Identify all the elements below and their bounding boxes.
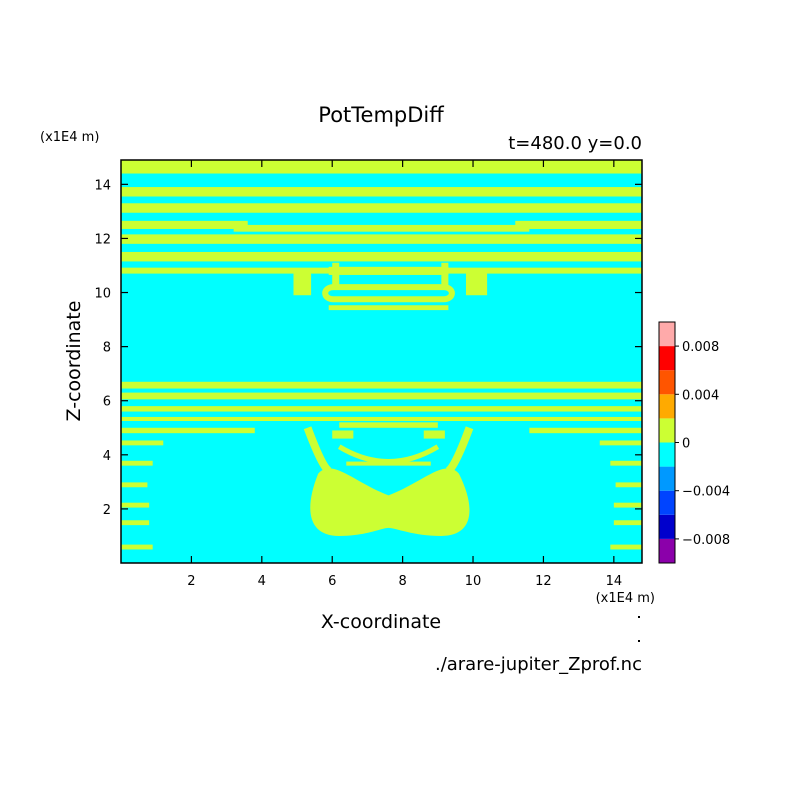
contour-band <box>121 460 153 466</box>
y-tick-label: 6 <box>103 395 111 410</box>
contour-blob <box>310 468 470 536</box>
contour-band <box>441 262 449 288</box>
contour-band <box>529 427 642 434</box>
y-tick-label: 10 <box>94 287 111 302</box>
contour-band <box>293 270 312 296</box>
contour-band <box>121 416 642 422</box>
colorbar-label: −0.004 <box>682 485 730 500</box>
x-tick-label: 6 <box>328 574 336 589</box>
contour-arc <box>445 426 474 475</box>
contour-band <box>613 520 642 526</box>
contour-band <box>121 482 148 488</box>
x-tick-label: 4 <box>258 574 266 589</box>
y-tick-label: 8 <box>103 341 111 356</box>
x-tick-label: 8 <box>398 574 406 589</box>
contour-band <box>121 502 150 508</box>
colorbar-label: 0.008 <box>682 340 719 355</box>
colorbar-segment <box>659 490 675 515</box>
contour-band <box>610 460 642 466</box>
colorbar-segment <box>659 442 675 467</box>
colorbar-segment <box>659 466 675 491</box>
contour-band <box>121 251 642 262</box>
y-tick-label: 12 <box>94 232 111 247</box>
contour-bands <box>121 160 642 550</box>
contour-band <box>121 520 150 526</box>
y-axis-ticks: 2 4 6 8 10 12 14 <box>94 178 642 518</box>
y-tick-label: 2 <box>103 503 111 518</box>
colorbar-segment <box>659 322 675 347</box>
contour-band <box>615 482 642 488</box>
colorbar-label: 0.004 <box>682 388 719 403</box>
contour-band <box>121 220 248 229</box>
x-tick-label: 14 <box>606 574 623 589</box>
y-tick-label: 14 <box>94 178 111 193</box>
contour-band <box>610 544 642 550</box>
contour-band <box>465 270 488 296</box>
x-axis-ticks: 2 4 6 8 10 12 14 <box>187 160 622 589</box>
y-axis-label: Z-coordinate <box>63 301 85 422</box>
x-tick-label: 12 <box>535 574 552 589</box>
colorbar-label: −0.008 <box>682 533 730 548</box>
contour-band <box>121 427 255 434</box>
contour-band <box>423 430 445 439</box>
colorbar-segment <box>659 418 675 443</box>
contour-band <box>121 406 642 412</box>
colorbar-segment <box>659 538 675 563</box>
contour-band <box>121 160 642 174</box>
contour-band <box>599 440 642 446</box>
contour-band <box>332 430 354 439</box>
contour-arc <box>337 444 440 464</box>
colorbar-frame <box>658 321 676 564</box>
contour-band <box>328 266 449 275</box>
colorbar-label: 0 <box>682 437 690 452</box>
contour-band <box>339 422 438 428</box>
plot-frame <box>120 159 643 564</box>
y-tick-label: 4 <box>103 449 111 464</box>
contour-band <box>328 305 449 311</box>
contour-band <box>121 187 642 197</box>
colorbar-segment <box>659 514 675 539</box>
contour-band <box>332 262 340 288</box>
contour-band <box>346 461 431 466</box>
contour-band <box>515 220 642 229</box>
contour-band <box>121 392 642 400</box>
x-tick-label: 2 <box>187 574 195 589</box>
chart-subtitle: t=480.0 y=0.0 <box>508 133 642 154</box>
x-axis-label: X-coordinate <box>321 611 441 633</box>
colorbar-segment <box>659 346 675 371</box>
contour-arc <box>303 426 332 475</box>
corner-dots <box>638 616 640 642</box>
source-filename: ./arare-jupiter_Zprof.nc <box>435 654 642 675</box>
contour-band <box>613 502 642 508</box>
contour-loop <box>322 284 455 303</box>
colorbar: 0.008 0.004 0 −0.004 −0.008 <box>659 322 730 563</box>
contour-band <box>121 234 642 244</box>
contour-band <box>233 224 530 232</box>
plot-field <box>121 160 642 563</box>
chart-title: PotTempDiff <box>318 103 444 127</box>
contour-band <box>121 203 642 213</box>
x-unit-label: (x1E4 m) <box>596 591 655 606</box>
contour-band <box>121 440 164 446</box>
x-tick-label: 10 <box>465 574 482 589</box>
colorbar-segment <box>659 370 675 395</box>
contour-band <box>121 381 642 389</box>
contour-band <box>121 544 153 550</box>
y-unit-label: (x1E4 m) <box>40 130 99 145</box>
colorbar-segment <box>659 394 675 419</box>
